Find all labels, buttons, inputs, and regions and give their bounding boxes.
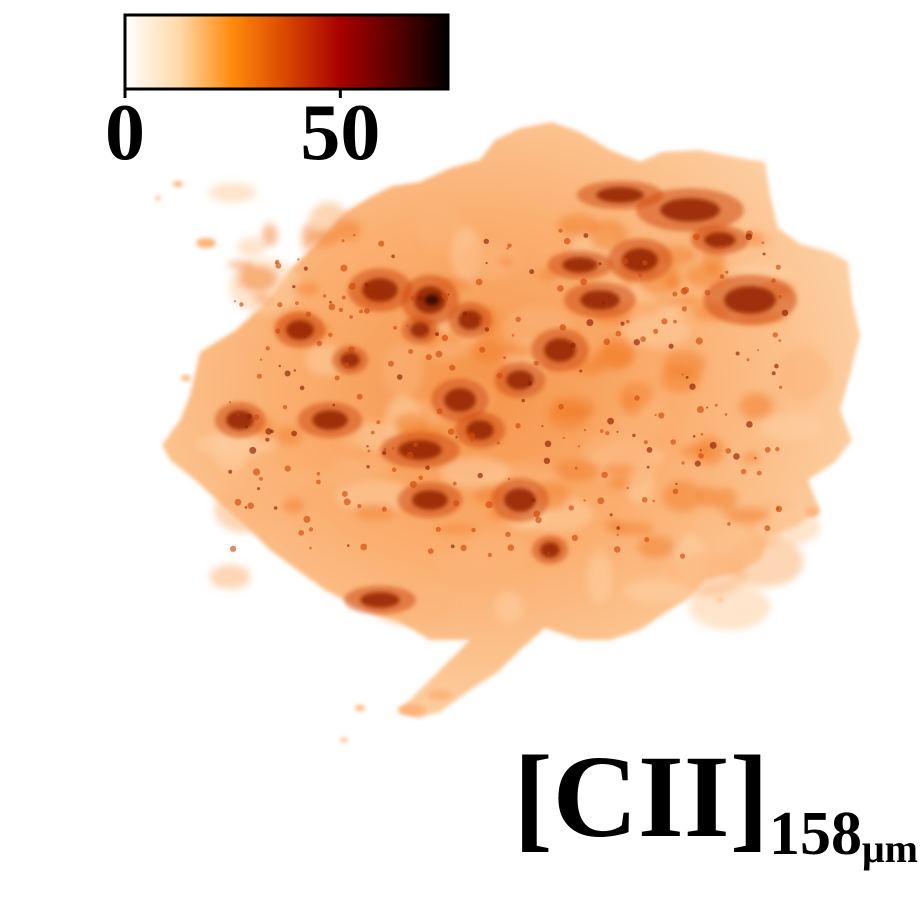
colorbar-fill — [125, 15, 448, 89]
colorbar-tick-label: 50 — [300, 89, 380, 177]
colorbar-ticks: 0 50 — [105, 89, 380, 177]
colorbar: 0 50 — [105, 13, 450, 177]
cloud-dense-clumps — [214, 180, 797, 615]
wavelength-label: 158 — [769, 800, 862, 868]
cloud-speckles — [228, 228, 789, 559]
line-label: [CII]158μm — [513, 738, 918, 869]
colorbar-tick-label: 0 — [105, 89, 145, 177]
colorbar-frame — [123, 13, 450, 91]
species-label: [CII] — [513, 731, 769, 862]
cloud-fragments — [155, 181, 819, 742]
unit-label: μm — [862, 826, 918, 871]
emission-map — [155, 122, 860, 742]
